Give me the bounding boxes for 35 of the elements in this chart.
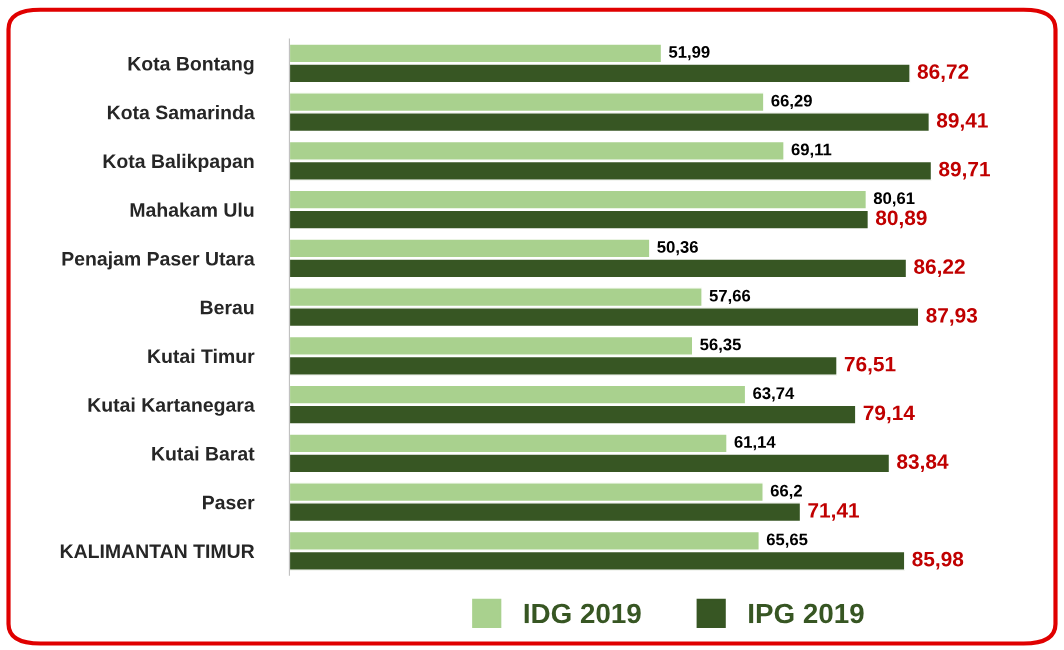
data-label: 76,51 xyxy=(844,356,896,375)
data-label: 89,71 xyxy=(939,161,990,180)
y-tick-label: KALIMANTAN TIMUR xyxy=(60,544,255,559)
data-label: 86,22 xyxy=(914,259,965,277)
data-label: 50,36 xyxy=(657,241,698,256)
data-label: 66,29 xyxy=(771,94,812,110)
y-tick-label: Penajam Paser Utara xyxy=(62,251,255,270)
data-label: 61,14 xyxy=(734,436,776,451)
data-label: 69,11 xyxy=(791,143,832,158)
y-tick-label: Paser xyxy=(203,495,255,510)
data-label: 89,41 xyxy=(936,112,988,131)
data-label: 51,99 xyxy=(668,46,710,61)
y-tick-label: Berau xyxy=(200,300,254,315)
data-label: 80,89 xyxy=(875,210,927,229)
y-tick-label: Kutai Barat xyxy=(152,446,255,461)
y-tick-label: Kota Bontang xyxy=(128,57,254,75)
legend-label: IPG 2019 xyxy=(749,603,864,624)
data-label: 86,72 xyxy=(917,64,969,82)
data-label: 87,93 xyxy=(926,307,978,326)
y-tick-label: Mahakam Ulu xyxy=(130,202,254,217)
data-label: 63,74 xyxy=(753,387,795,402)
y-tick-label: Kutai Timur xyxy=(148,348,255,364)
data-label: 66,2 xyxy=(770,484,802,500)
legend-label: IDG 2019 xyxy=(524,603,641,624)
data-label: 65,65 xyxy=(766,533,808,548)
data-label: 79,14 xyxy=(863,405,915,424)
data-label: 56,35 xyxy=(700,338,741,353)
data-label: 80,61 xyxy=(873,192,915,207)
data-label: 85,98 xyxy=(912,551,964,570)
data-label: 57,66 xyxy=(709,289,751,305)
y-tick-label: Kota Balikpapan xyxy=(103,153,254,172)
y-tick-label: Kutai Kartanegara xyxy=(88,397,255,416)
data-label: 83,84 xyxy=(897,454,949,472)
data-label: 71,41 xyxy=(808,503,859,521)
y-tick-label: Kota Samarinda xyxy=(107,105,255,120)
